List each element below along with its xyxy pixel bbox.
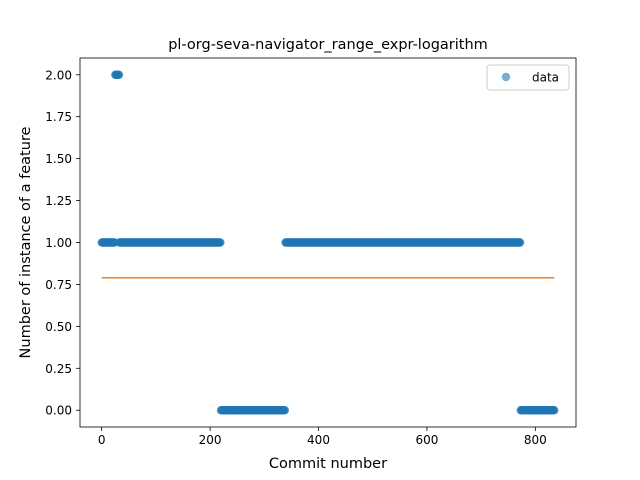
y-tick-label: 0.25 bbox=[45, 362, 72, 376]
legend: data bbox=[486, 64, 570, 91]
x-tick-label: 600 bbox=[415, 433, 438, 447]
data-point bbox=[114, 70, 124, 79]
legend-label: data bbox=[532, 71, 559, 85]
x-axis: 0 200 400 600 800 bbox=[98, 427, 547, 447]
plot-area bbox=[97, 70, 559, 415]
data-point bbox=[550, 406, 559, 415]
y-tick-label: 1.75 bbox=[45, 110, 72, 124]
y-tick-label: 0.75 bbox=[45, 278, 72, 292]
y-axis-label: Number of instance of a feature bbox=[18, 126, 34, 358]
x-tick-label: 200 bbox=[199, 433, 222, 447]
y-tick-label: 2.00 bbox=[45, 68, 72, 82]
legend-box bbox=[486, 64, 570, 91]
x-tick-label: 0 bbox=[98, 433, 106, 447]
data-point bbox=[280, 406, 290, 415]
data-point bbox=[216, 238, 225, 247]
x-tick-label: 400 bbox=[307, 433, 330, 447]
y-tick-label: 0.50 bbox=[45, 320, 72, 334]
y-tick-label: 1.00 bbox=[45, 236, 72, 250]
x-axis-label: Commit number bbox=[269, 456, 387, 472]
y-tick-label: 1.25 bbox=[45, 194, 72, 208]
y-tick-label: 1.50 bbox=[45, 152, 72, 166]
data-point bbox=[515, 238, 525, 247]
x-tick-label: 800 bbox=[524, 433, 547, 447]
y-tick-label: 0.00 bbox=[45, 404, 72, 418]
y-axis: 0.00 0.25 0.50 0.75 1.00 1.25 1.50 1.75 2.00 bbox=[45, 68, 80, 418]
chart-title: pl-org-seva-navigator_range_expr-logarit… bbox=[168, 37, 488, 53]
legend-marker bbox=[501, 72, 511, 82]
